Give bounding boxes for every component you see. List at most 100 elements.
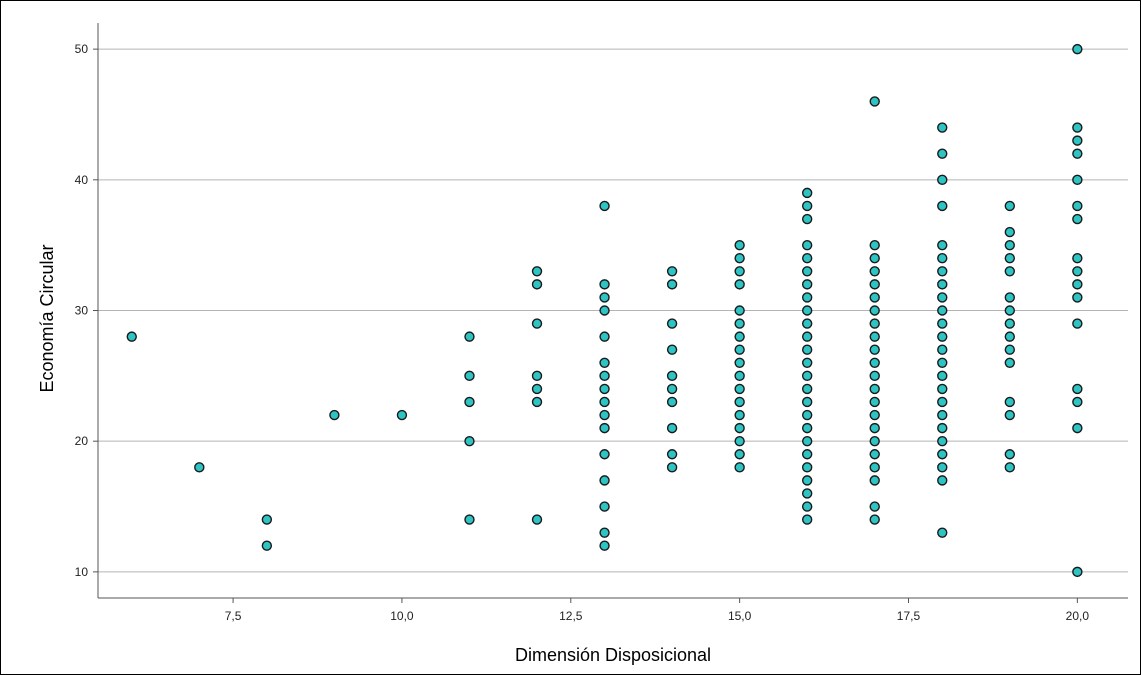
x-tick-label: 15,0 (728, 609, 752, 623)
data-point (1072, 318, 1083, 329)
data-point (869, 253, 880, 264)
data-point (531, 266, 543, 277)
data-point (734, 266, 745, 277)
data-point (1004, 409, 1016, 421)
data-point (937, 122, 948, 133)
data-point (666, 266, 678, 277)
data-point (937, 266, 948, 277)
data-point (464, 396, 475, 408)
data-point (666, 462, 678, 473)
data-point (801, 435, 813, 447)
data-point (801, 200, 813, 212)
data-point (1004, 253, 1016, 264)
data-point (599, 305, 610, 316)
data-point (801, 383, 813, 395)
data-point (1072, 213, 1083, 225)
x-tick-label: 20,0 (1066, 609, 1090, 623)
data-point (869, 370, 880, 382)
data-point (1072, 396, 1083, 408)
data-point (734, 435, 745, 447)
data-point (869, 435, 880, 447)
data-point (194, 462, 205, 473)
data-point (937, 357, 948, 368)
data-point (329, 409, 340, 421)
data-point (1072, 253, 1083, 264)
data-point (801, 279, 813, 290)
data-point (599, 475, 610, 486)
data-point (937, 462, 948, 473)
data-point (937, 435, 948, 447)
data-point (734, 449, 745, 460)
data-point (734, 383, 745, 395)
data-point (1004, 318, 1016, 329)
data-point (666, 318, 678, 329)
data-point (937, 174, 948, 186)
data-point (734, 279, 745, 290)
data-point (937, 305, 948, 316)
data-point (937, 475, 948, 486)
data-point (869, 96, 880, 107)
data-point (396, 409, 408, 421)
data-point (1004, 292, 1016, 303)
data-point (869, 279, 880, 290)
data-point (599, 449, 610, 460)
data-point (1004, 449, 1016, 460)
data-point (937, 422, 948, 434)
data-point (599, 200, 610, 212)
x-tick-label: 10,0 (390, 609, 414, 623)
data-point (937, 396, 948, 408)
data-point (599, 292, 610, 303)
data-point (531, 383, 543, 395)
data-point (126, 331, 137, 342)
data-point (666, 449, 678, 460)
data-point (937, 292, 948, 303)
data-point (869, 357, 880, 368)
data-point (531, 396, 543, 408)
data-point (261, 514, 273, 525)
data-point (801, 488, 813, 499)
x-tick-label: 12,5 (559, 609, 583, 623)
data-point (801, 357, 813, 368)
data-point (261, 540, 273, 551)
data-point (801, 213, 813, 225)
data-point (869, 292, 880, 303)
data-point (869, 501, 880, 512)
data-point (869, 344, 880, 355)
data-point (869, 331, 880, 342)
data-point (599, 370, 610, 382)
x-axis-ticks: 7,5 10,0 12,5 15,0 17,5 20,0 (225, 598, 1090, 623)
data-point (666, 279, 678, 290)
data-point (1072, 383, 1083, 395)
y-tick-label: 50 (75, 42, 89, 56)
data-point (801, 475, 813, 486)
data-point (1072, 422, 1083, 434)
data-point (937, 527, 948, 538)
data-point (801, 462, 813, 473)
data-point (599, 501, 610, 512)
data-point (801, 344, 813, 355)
data-point (869, 462, 880, 473)
data-point (937, 200, 948, 212)
data-point (1072, 122, 1083, 133)
data-point (464, 514, 475, 525)
y-tick-label: 20 (75, 434, 89, 448)
data-point (869, 514, 880, 525)
x-axis-title: Dimensión Disposicional (515, 645, 711, 665)
data-point (1072, 566, 1083, 578)
data-point (1004, 266, 1016, 277)
y-axis-title: Economía Circular (37, 244, 57, 392)
data-point (666, 422, 678, 434)
data-point (801, 253, 813, 264)
data-point (869, 449, 880, 460)
data-point (937, 279, 948, 290)
data-point (1004, 239, 1016, 251)
data-point (1004, 462, 1016, 473)
data-point (869, 383, 880, 395)
data-point (531, 318, 543, 329)
y-tick-label: 40 (75, 173, 89, 187)
data-point (801, 266, 813, 277)
y-tick-label: 10 (75, 565, 89, 579)
data-point (599, 383, 610, 395)
data-point (734, 331, 745, 342)
data-point (666, 344, 678, 355)
